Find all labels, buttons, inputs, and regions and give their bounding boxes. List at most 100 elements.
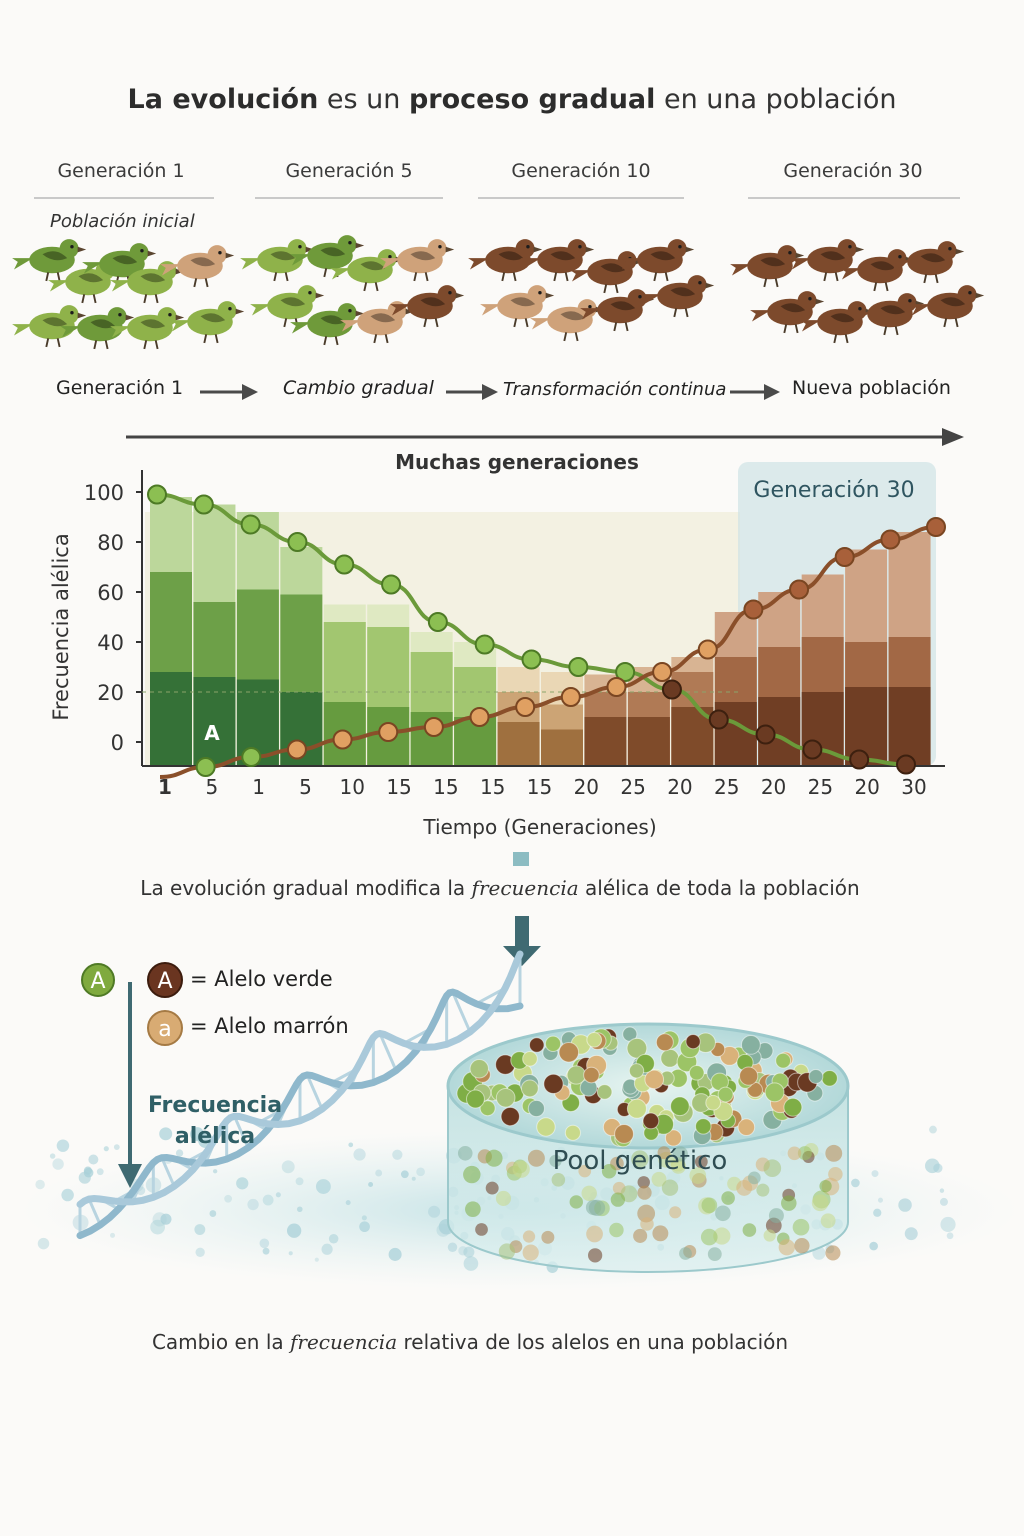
splash-droplet [247,1198,259,1211]
generation-30-heading: Generación 30 [783,160,923,182]
splash-droplet [209,1210,217,1217]
allele-bead [520,1079,539,1098]
caption2-part3: relativa de los alelos en una población [397,1330,789,1354]
splash-droplet [388,1247,402,1261]
splash-droplet [88,1154,99,1165]
allele-bead [528,1037,545,1053]
allele-bead [707,1247,722,1262]
allele-bead [601,1164,617,1179]
bar-segment-dark [541,729,583,766]
allele-bead [581,1185,597,1201]
x-tick-label: 15 [527,775,552,799]
brown-allele-point [834,547,855,567]
allele-bead [586,1031,603,1048]
allele-bead [694,1155,708,1169]
allele-bead [463,1165,481,1184]
y-axis-title: Frecuencia alélica [49,533,73,720]
dna-helix-icon [76,950,524,1240]
splash-droplet [873,1208,882,1217]
page-title: La evolución es un proceso gradual en un… [0,84,1024,115]
splash-droplet [375,1169,383,1177]
x-tick-label: 20 [761,775,786,799]
dna-strand [76,950,524,1208]
x-tick-label: 15 [480,775,505,799]
allele-bead [498,1243,516,1260]
generation-30-underline [748,197,960,199]
splash-droplet [236,1177,249,1190]
allele-bead [669,1206,682,1219]
allele-bead [569,1195,583,1209]
flow-step-new-population: Nueva población [792,377,951,399]
allele-bead [631,1150,649,1168]
allele-bead [739,1066,759,1086]
bar-label: A [204,721,220,745]
allele-bead [637,1204,656,1223]
brown-allele-point [697,639,718,660]
allele-bead [541,1230,555,1244]
allele-bead [775,1052,792,1069]
x-axis-title: Tiempo (Generaciones) [423,815,657,839]
title-part-evolution: La evolución [127,84,319,115]
gradual-evolution-caption: La evolución gradual modifica la frecuen… [0,876,1000,900]
allele-bead [500,1106,520,1127]
generation-5-underline [255,197,443,199]
dna-rung [451,991,472,1033]
splash-droplet [52,1158,64,1170]
green-allele-point [287,532,308,552]
splash-droplet [447,1242,458,1252]
flow-step-generation-1: Generación 1 [56,377,184,399]
allele-bead [657,1146,671,1160]
green-allele-point [615,662,636,682]
allele-bead [736,1180,753,1196]
allele-bead [640,1217,654,1231]
splash-droplet [328,1233,339,1244]
allele-bead [527,1149,545,1167]
splash-droplet [195,1247,205,1257]
allele-bead [737,1118,756,1137]
allele-bead [651,1171,667,1187]
bar-segment-dark [584,717,627,766]
allele-bead [457,1145,473,1161]
initial-population-label: Población inicial [50,211,195,232]
dna-rung [305,1074,324,1110]
splash-droplet [194,1224,206,1235]
brown-allele-point [286,739,307,760]
brown-allele-point [241,747,262,767]
generation-1-heading: Generación 1 [57,160,185,182]
allele-bead [670,1096,690,1117]
splash-droplet [416,1167,425,1177]
green-allele-a-icon [81,963,115,997]
green-allele-point [474,634,495,655]
flow-arrow-2-icon [446,384,498,400]
allele-bead [479,1100,496,1117]
allele-bead [715,1205,731,1222]
splash-droplet [940,1216,956,1233]
green-allele-point [193,494,214,515]
green-allele-point [755,724,776,745]
allele-bead [763,1159,782,1178]
title-part-process: proceso gradual [408,84,656,115]
allele-bead [609,1222,624,1238]
down-arrow-icon [503,916,541,966]
splash-droplet [35,1179,45,1190]
splash-droplet [904,1227,918,1241]
allele-bead [660,1048,680,1068]
frequency-arrow-head-icon [118,1164,142,1188]
tan-allele-icon [147,1010,183,1046]
splash-droplet [61,1188,74,1202]
allele-bead [637,1176,650,1189]
splash-droplet [392,1149,403,1160]
title-part-population: en una población [655,84,897,115]
splash-droplet [296,1206,303,1213]
splash-droplet [871,1170,879,1178]
connector-marker [513,852,529,866]
bird-icon [909,284,986,328]
x-tick-label: 30 [901,775,926,799]
allele-bead [819,1180,832,1193]
splash-droplet [851,1178,860,1188]
allele-bead [821,1070,838,1087]
many-generations-arrow-icon [126,428,964,446]
allele-bead [661,1179,679,1196]
allele-bead [747,1171,761,1185]
